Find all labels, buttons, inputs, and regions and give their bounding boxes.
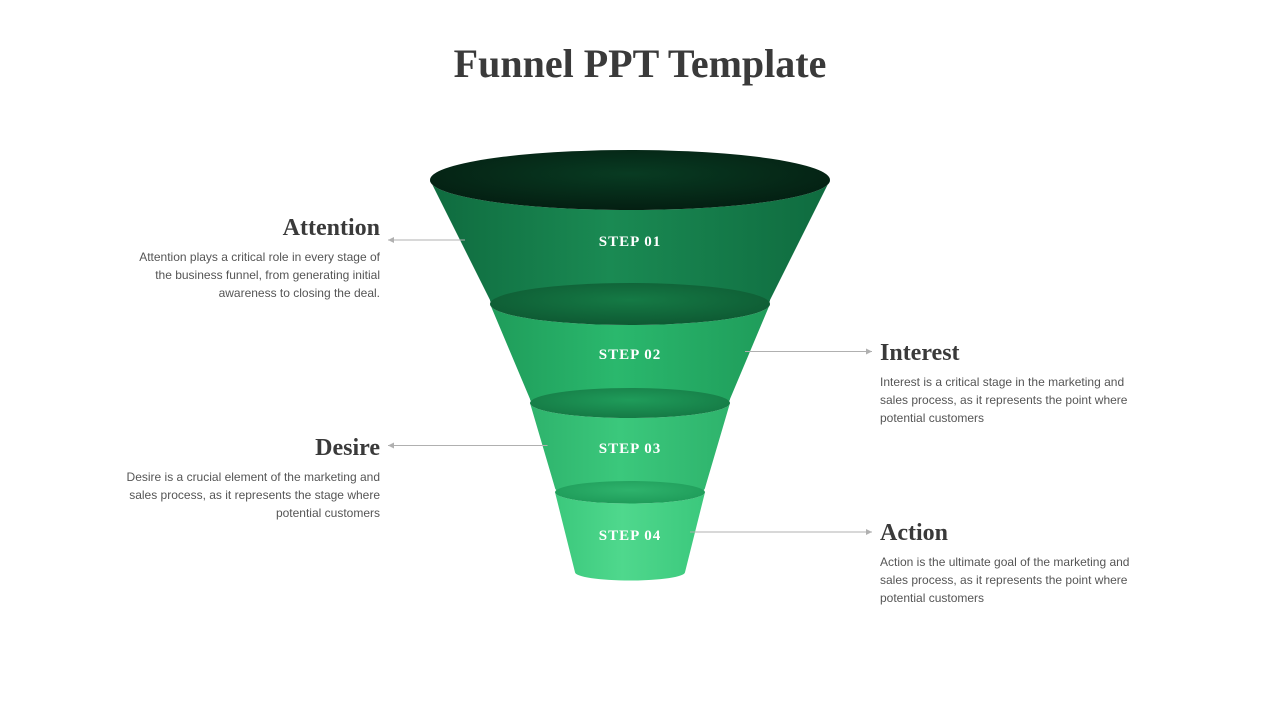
callout-title: Interest <box>880 340 1140 367</box>
funnel-stage-4 <box>553 479 707 583</box>
slide-title: Funnel PPT Template <box>0 0 1280 87</box>
callout-body: Action is the ultimate goal of the marke… <box>880 553 1140 607</box>
callout-desire: Desire Desire is a crucial element of th… <box>120 435 380 522</box>
callout-title: Attention <box>120 215 380 242</box>
callout-title: Desire <box>120 435 380 462</box>
callout-body: Attention plays a critical role in every… <box>120 248 380 302</box>
callout-action: Action Action is the ultimate goal of th… <box>880 520 1140 607</box>
callout-interest: Interest Interest is a critical stage in… <box>880 340 1140 427</box>
callout-body: Desire is a crucial element of the marke… <box>120 468 380 522</box>
callout-body: Interest is a critical stage in the mark… <box>880 373 1140 427</box>
callout-title: Action <box>880 520 1140 547</box>
callout-attention: Attention Attention plays a critical rol… <box>120 215 380 302</box>
